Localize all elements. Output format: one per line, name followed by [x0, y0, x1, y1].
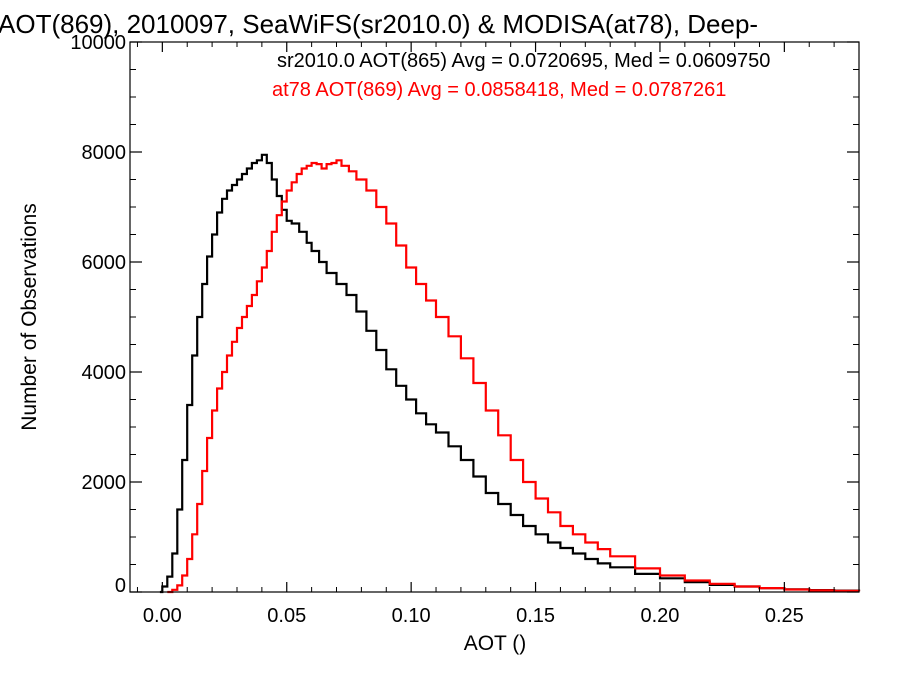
y-tick-label: 4000: [82, 362, 127, 384]
plot-frame: [129, 41, 860, 593]
x-tick-label: 0.05: [267, 605, 306, 627]
y-tick-label: 10000: [70, 32, 126, 54]
x-axis-label: AOT (): [464, 632, 527, 655]
x-tick-label: 0.10: [392, 605, 431, 627]
x-tick-label: 0.00: [143, 605, 182, 627]
legend-entry-sr2010: sr2010.0 AOT(865) Avg = 0.0720695, Med =…: [277, 50, 770, 72]
x-tick-label: 0.20: [640, 605, 679, 627]
series-line-0: [159, 153, 861, 594]
y-axis-label: Number of Observations: [18, 203, 41, 431]
plot-area: [159, 153, 861, 594]
y-tick-label: 6000: [82, 252, 127, 274]
axis-ticks: 0.00 0.05 0.10 0.15 0.20 0.25 0 2000 4000 6000 800…: [70, 32, 860, 627]
y-tick-label: 2000: [82, 472, 127, 494]
x-tick-label: 0.25: [765, 605, 804, 627]
legend-entry-at78: at78 AOT(869) Avg = 0.0858418, Med = 0.0…: [272, 79, 726, 101]
y-tick-label: 8000: [82, 142, 127, 164]
series-line-1: [167, 159, 861, 594]
x-tick-label: 0.15: [516, 605, 555, 627]
chart-title: AOT(869), 2010097, SeaWiFS(sr2010.0) & M…: [0, 9, 758, 39]
y-tick-label: 0: [115, 575, 126, 597]
